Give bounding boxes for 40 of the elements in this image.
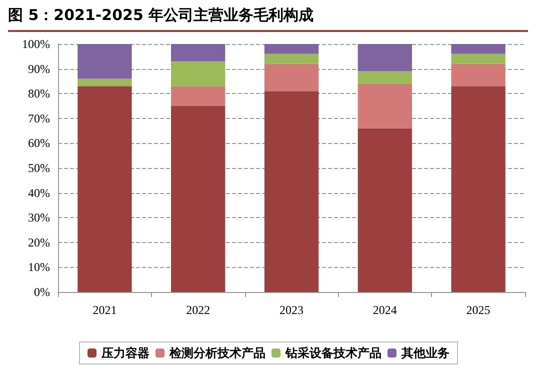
bar (78, 44, 132, 79)
x-tick-label: 2021 (92, 303, 117, 317)
bar (358, 44, 412, 72)
bar (264, 44, 319, 54)
legend-label: 钻采设备技术产品 (284, 346, 382, 360)
bar (171, 61, 226, 86)
bar (451, 86, 506, 292)
bar (358, 84, 412, 128)
bar (358, 71, 412, 84)
y-tick-label: 20% (28, 235, 50, 250)
x-tick-label: 2023 (280, 303, 304, 317)
y-tick-label: 30% (28, 210, 50, 225)
y-tick-label: 80% (28, 86, 50, 101)
bar (78, 78, 132, 86)
y-tick-label: 100% (22, 37, 50, 51)
bar (451, 54, 506, 64)
y-tick-label: 0% (34, 285, 50, 299)
x-tick-label: 2022 (186, 303, 210, 317)
y-tick-label: 60% (28, 136, 50, 150)
legend-label: 其他业务 (400, 346, 450, 360)
bar (171, 106, 226, 292)
x-tick-label: 2025 (466, 303, 490, 317)
bar (451, 64, 506, 86)
bar (78, 86, 132, 292)
y-tick-label: 50% (28, 161, 50, 175)
y-tick-label: 10% (28, 260, 50, 274)
bar (264, 91, 319, 292)
bar (451, 44, 506, 54)
y-tick-label: 90% (28, 62, 50, 76)
x-tick-label: 2024 (372, 303, 397, 317)
y-tick-label: 40% (28, 186, 50, 200)
legend-label: 检测分析技术产品 (168, 346, 266, 360)
legend-label: 压力容器 (100, 346, 150, 360)
bar (358, 128, 412, 292)
bar (171, 86, 226, 106)
y-tick-label: 70% (28, 111, 50, 126)
bar (171, 44, 226, 62)
bar (264, 64, 319, 92)
bar (264, 54, 319, 64)
chart-title: 图 5：2021-2025 年公司主营业务毛利构成 (8, 6, 528, 32)
